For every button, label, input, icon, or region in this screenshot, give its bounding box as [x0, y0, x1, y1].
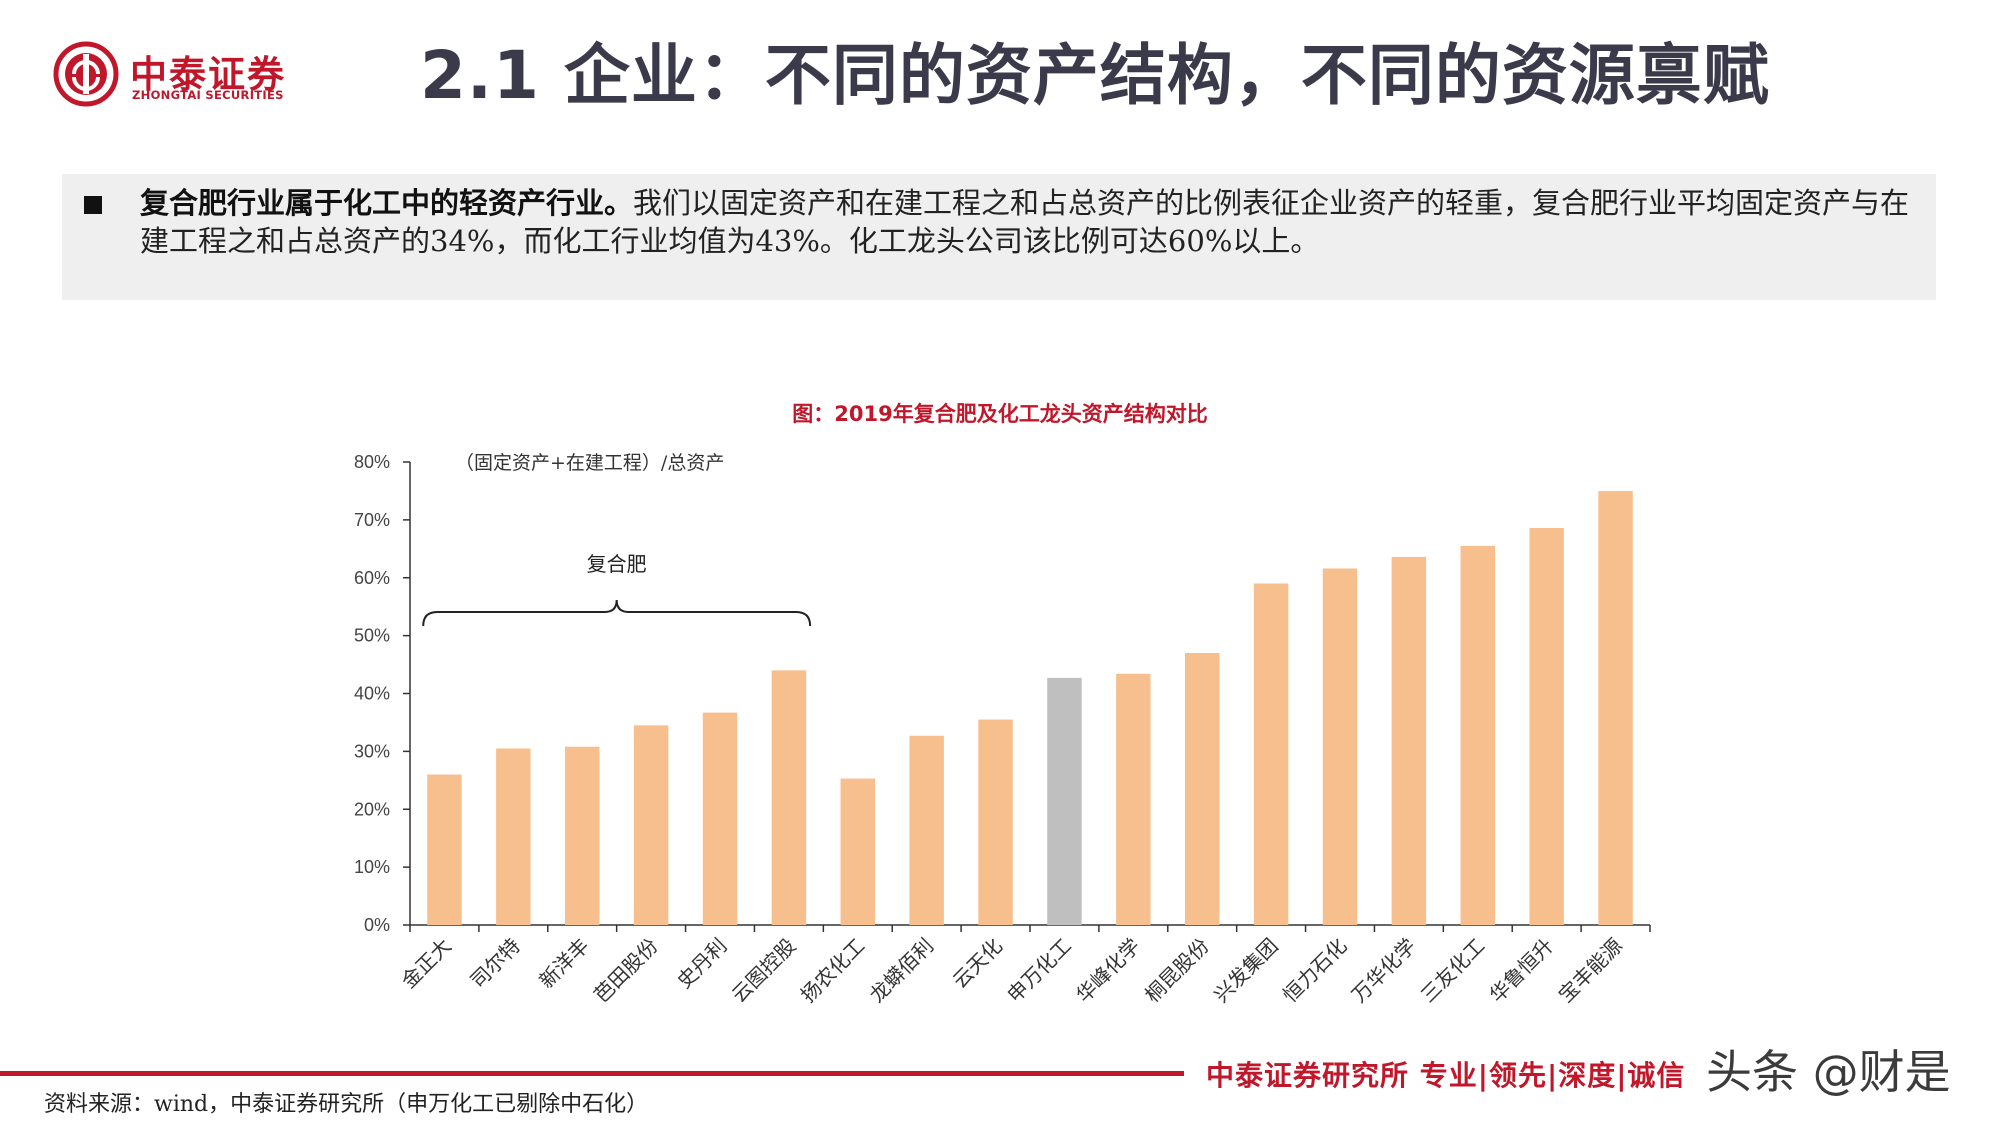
y-tick-label: 50%: [354, 626, 390, 646]
chart-axes: [403, 461, 1651, 932]
y-tick-label: 40%: [354, 684, 390, 704]
logo-mark-icon: [53, 41, 119, 107]
source-note: 资料来源：wind，中泰证券研究所（申万化工已剔除中石化）: [44, 1092, 649, 1117]
footer-divider: [0, 1071, 1184, 1076]
x-category-label: 龙蟒佰利: [865, 934, 939, 1008]
x-category-label: 新洋丰: [534, 934, 593, 993]
x-category-label: 三友化工: [1416, 934, 1490, 1008]
summary-body: 我们以固定资产和在建工程之和占总资产的比例表征企业资产的轻重，复合肥行业平均固定…: [140, 186, 1910, 258]
x-category-label: 恒力石化: [1278, 934, 1352, 1008]
bar-chart: 0% 10% 20% 30% 40% 50% 60% 70% 80% 金正大 司尔特 新洋丰芭田股份史…: [354, 452, 1651, 1008]
x-category-label: 桐昆股份: [1140, 934, 1214, 1008]
summary-paragraph: 复合肥行业属于化工中的轻资产行业。我们以固定资产和在建工程之和占总资产的比例表征…: [140, 184, 1910, 260]
brand-name-en: ZHONGTAI SECURITIES: [132, 88, 284, 102]
y-tick-label: 0%: [364, 915, 390, 935]
y-axis-label: （固定资产+在建工程）/总资产: [455, 452, 724, 474]
bar-4: [702, 712, 738, 925]
bar-9: [1047, 677, 1082, 925]
y-tick-label: 70%: [354, 510, 390, 530]
x-category-label: 兴发集团: [1209, 934, 1283, 1008]
bar-0: [427, 774, 462, 925]
summary-bold-lead: 复合肥行业属于化工中的轻资产行业。: [140, 186, 634, 220]
bullet-square-icon: [84, 196, 102, 214]
bar-6: [840, 778, 875, 925]
bar-15: [1460, 545, 1495, 925]
footer-slogan: 中泰证券研究所 专业|领先|深度|诚信: [1206, 1059, 1686, 1092]
bar-14: [1391, 556, 1427, 925]
x-category-label: 华鲁恒升: [1485, 934, 1559, 1008]
x-category-label: 云天化: [948, 934, 1007, 993]
bar-13: [1322, 568, 1358, 925]
x-category-label: 司尔特: [465, 934, 524, 993]
x-category-label: 金正大: [397, 934, 456, 993]
y-tick-label: 60%: [354, 568, 390, 588]
bar-8: [978, 719, 1013, 925]
y-tick-label: 30%: [354, 741, 390, 761]
x-category-label: 宝丰能源: [1554, 934, 1628, 1008]
watermark: 头条 @财是: [1706, 1045, 1951, 1099]
bar-5: [771, 670, 807, 925]
x-category-label: 史丹利: [672, 934, 731, 993]
bar-2: [565, 746, 600, 925]
bar-3: [633, 725, 669, 925]
bar-10: [1116, 673, 1151, 925]
page-title: 2.1 企业：不同的资产结构，不同的资源禀赋: [420, 37, 1770, 114]
bar-16: [1529, 527, 1564, 925]
bracket-line: [422, 599, 812, 627]
chart-title: 图：2019年复合肥及化工龙头资产结构对比: [792, 402, 1208, 426]
bar-17: [1598, 490, 1633, 925]
y-tick-label: 10%: [354, 857, 390, 877]
bar-7: [909, 735, 944, 925]
x-category-label: 华峰化学: [1071, 934, 1145, 1008]
chart-bars: [427, 490, 1633, 925]
y-tick-label: 80%: [354, 452, 390, 472]
bar-1: [496, 748, 531, 925]
bracket-label: 复合肥: [587, 552, 647, 576]
x-category-label: 芭田股份: [589, 934, 663, 1008]
summary-box: [62, 174, 1936, 300]
x-category-label: 申万化工: [1002, 934, 1076, 1008]
brand-name-cn: 中泰证券: [130, 53, 286, 96]
x-category-label: 扬农化工: [796, 934, 870, 1008]
bar-11: [1185, 652, 1220, 925]
company-logo: 中泰证券 ZHONGTAI SECURITIES: [52, 40, 312, 108]
x-category-label: 云图控股: [727, 934, 801, 1008]
x-category-label: 万华化学: [1347, 934, 1421, 1008]
bar-12: [1253, 583, 1289, 925]
y-tick-label: 20%: [354, 799, 390, 819]
